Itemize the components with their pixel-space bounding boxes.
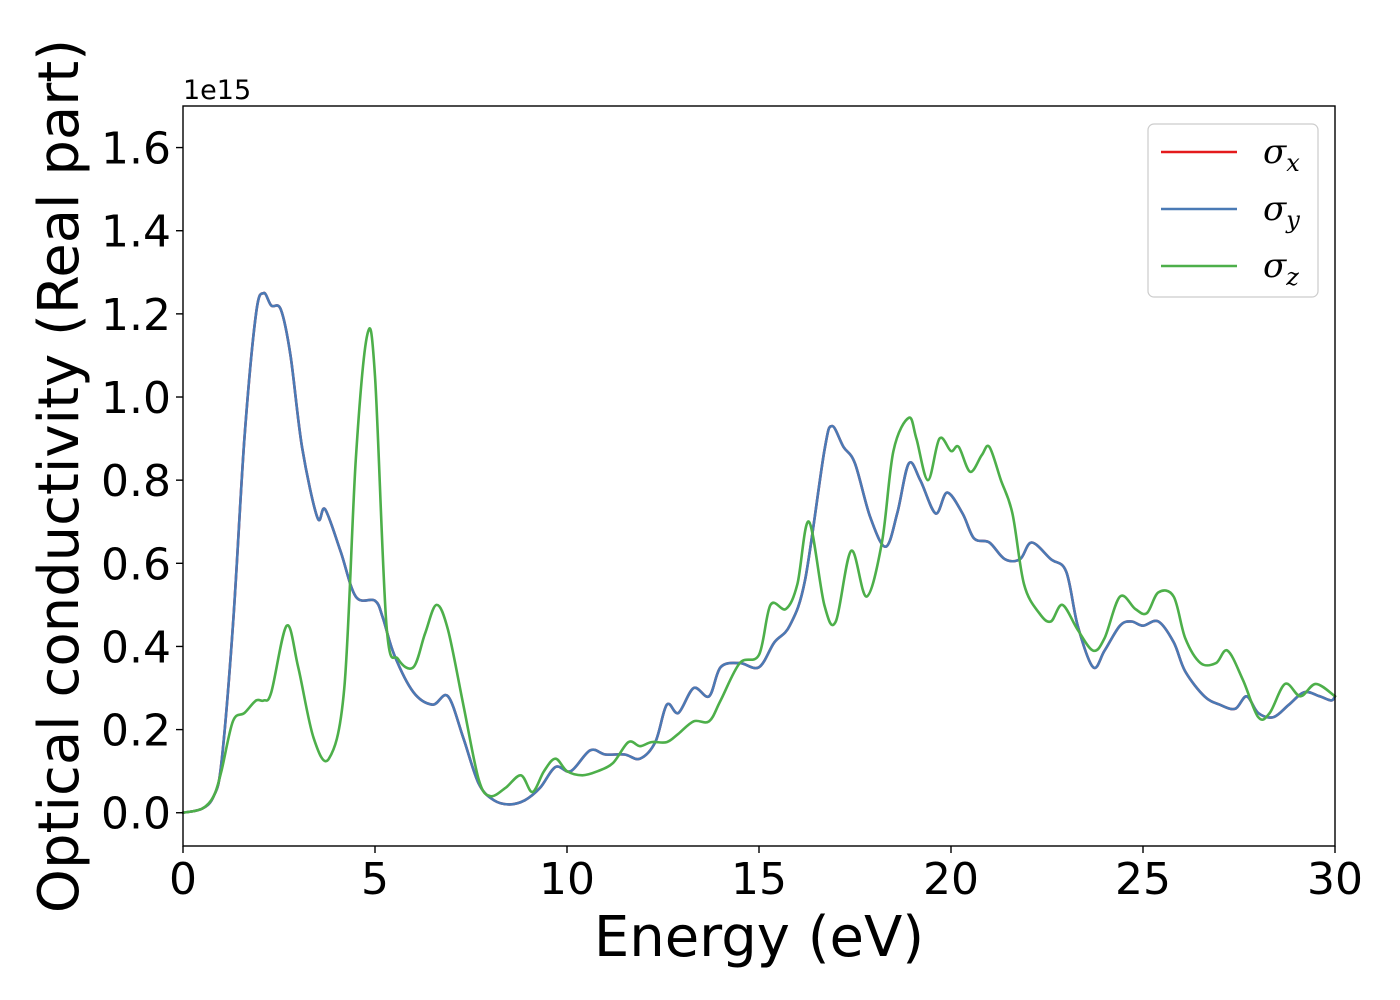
series-line-z <box>181 327 1337 814</box>
x-tick-label: 0 <box>169 854 197 905</box>
y-tick-label: 0.2 <box>101 706 171 757</box>
legend-symbol: σ <box>1263 189 1287 229</box>
legend-symbol: σ <box>1263 132 1287 172</box>
y-tick-label: 0.8 <box>101 456 171 507</box>
y-tick-label: 0.0 <box>101 789 171 840</box>
series-line-y <box>181 291 1337 814</box>
x-tick-label: 10 <box>539 854 595 905</box>
legend-subscript: x <box>1286 149 1300 177</box>
y-tick-label: 1.2 <box>101 290 171 341</box>
legend-subscript: y <box>1285 206 1300 234</box>
y-tick-label: 0.6 <box>101 539 171 590</box>
y-tick-label: 1.4 <box>101 207 171 258</box>
series-line-x <box>181 291 1337 814</box>
legend-label-z: σz <box>1263 246 1299 291</box>
y-axis-label: Optical conductivity (Real part) <box>27 39 92 913</box>
series-layer <box>181 291 1337 814</box>
y-tick-label: 1.0 <box>101 373 171 424</box>
x-tick-label: 30 <box>1307 854 1363 905</box>
legend-label-x: σx <box>1263 132 1300 177</box>
x-tick-label: 5 <box>361 854 389 905</box>
legend-symbol: σ <box>1263 246 1287 286</box>
legend-subscript: z <box>1285 263 1299 291</box>
x-tick-label: 25 <box>1115 854 1171 905</box>
x-axis-label: Energy (eV) <box>594 905 924 970</box>
y-offset-text: 1e15 <box>183 75 251 106</box>
ticks-layer: 0 5 10 15 20 25 30 0.0 0.2 0.4 0.6 0.8 1.0 1.2 1.4 1.6 <box>101 124 1363 905</box>
legend-label-y: σy <box>1263 189 1300 234</box>
x-tick-label: 20 <box>923 854 979 905</box>
x-tick-label: 15 <box>731 854 787 905</box>
legend-box <box>1147 123 1319 298</box>
y-tick-label: 1.6 <box>101 124 171 175</box>
y-tick-label: 0.4 <box>101 622 171 673</box>
